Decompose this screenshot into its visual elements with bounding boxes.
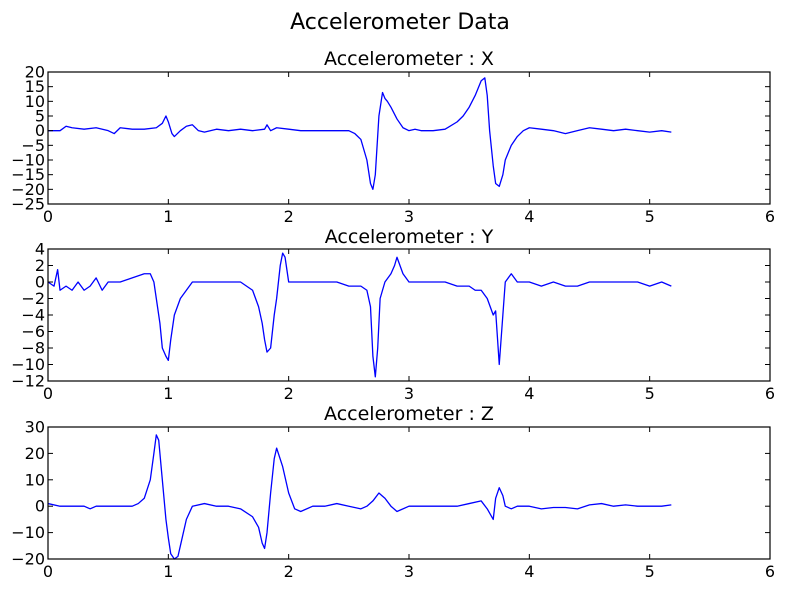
accelerometer-y-x-tick-label: 5 bbox=[645, 384, 655, 403]
accelerometer-x-y-tick-label: −15 bbox=[11, 165, 45, 184]
accelerometer-y-y-tick-label: −8 bbox=[21, 339, 45, 358]
accelerometer-z-x-tick-label: 3 bbox=[404, 562, 414, 581]
accelerometer-z-x-tick-label: 6 bbox=[765, 562, 775, 581]
accelerometer-z-y-tick-label: −10 bbox=[11, 523, 45, 542]
accelerometer-x-x-tick-label: 4 bbox=[524, 207, 534, 226]
accelerometer-y-y-tick-label: −10 bbox=[11, 355, 45, 374]
accelerometer-x-x-tick-label: 0 bbox=[43, 207, 53, 226]
accelerometer-y-y-tick-label: −12 bbox=[11, 372, 45, 391]
accelerometer-y-x-tick-label: 2 bbox=[284, 384, 294, 403]
figure-title: Accelerometer Data bbox=[290, 10, 510, 35]
accelerometer-x-x-tick-label: 5 bbox=[645, 207, 655, 226]
accelerometer-y-y-tick-label: 0 bbox=[35, 273, 45, 292]
accelerometer-y-y-tick-label: −2 bbox=[21, 289, 45, 308]
accelerometer-y-x-tick-label: 3 bbox=[404, 384, 414, 403]
accelerometer-x-x-tick-label: 3 bbox=[404, 207, 414, 226]
accelerometer-x-y-tick-label: −10 bbox=[11, 151, 45, 170]
accelerometer-z-plot-frame bbox=[47, 426, 771, 560]
accelerometer-y-series-line-0 bbox=[47, 252, 672, 378]
accelerometer-y-y-tick-label: 2 bbox=[35, 256, 45, 275]
accelerometer-y-y-tick-label: −6 bbox=[21, 322, 45, 341]
accelerometer-y-panel: Accelerometer : Y 0 1 2 3 4 5 6420−2−4−6−8−10−… bbox=[11, 226, 775, 403]
accelerometer-x-x-tick-label: 6 bbox=[765, 207, 775, 226]
accelerometer-z-y-tick-label: 0 bbox=[35, 497, 45, 516]
accelerometer-z-y-tick-label: 10 bbox=[25, 470, 45, 489]
accelerometer-x-panel: Accelerometer : X 0 1 2 3 4 5 620151050−5−10−1… bbox=[11, 48, 775, 226]
accelerometer-z-y-tick-label: 20 bbox=[25, 444, 45, 463]
accelerometer-y-title: Accelerometer : Y bbox=[325, 226, 494, 248]
accelerometer-y-x-tick-label: 4 bbox=[524, 384, 534, 403]
accelerometer-x-y-tick-label: 5 bbox=[35, 107, 45, 126]
accelerometer-z-panel: Accelerometer : Z 0 1 2 3 4 5 6 30 20 10 0 −10 −20 bbox=[11, 403, 775, 581]
accelerometer-z-y-tick-label: −20 bbox=[11, 550, 45, 569]
accelerometer-y-y-tick-label: −4 bbox=[21, 306, 45, 325]
accelerometer-z-x-tick-label: 0 bbox=[43, 562, 53, 581]
accelerometer-x-y-tick-label: 20 bbox=[25, 63, 45, 82]
accelerometer-y-x-tick-label: 0 bbox=[43, 384, 53, 403]
accelerometer-x-y-tick-label: −5 bbox=[21, 136, 45, 155]
accelerometer-y-x-tick-label: 6 bbox=[765, 384, 775, 403]
accelerometer-x-plot-frame bbox=[47, 71, 771, 205]
accelerometer-x-y-tick-label: 15 bbox=[25, 77, 45, 96]
accelerometer-z-y-tick-label: 30 bbox=[25, 418, 45, 437]
accelerometer-y-y-tick-label: 4 bbox=[35, 240, 45, 259]
accelerometer-z-x-tick-label: 2 bbox=[284, 562, 294, 581]
accelerometer-z-x-tick-label: 4 bbox=[524, 562, 534, 581]
accelerometer-x-y-tick-label: 10 bbox=[25, 92, 45, 111]
accelerometer-z-x-tick-label: 1 bbox=[163, 562, 173, 581]
accelerometer-z-x-tick-label: 5 bbox=[645, 562, 655, 581]
accelerometer-y-plot-frame bbox=[47, 248, 771, 382]
accelerometer-y-x-tick-label: 1 bbox=[163, 384, 173, 403]
accelerometer-x-y-tick-label: 0 bbox=[35, 121, 45, 140]
accelerometer-z-title: Accelerometer : Z bbox=[324, 403, 494, 425]
accelerometer-x-x-tick-label: 2 bbox=[284, 207, 294, 226]
accelerometer-x-y-tick-label: −20 bbox=[11, 180, 45, 199]
accelerometer-x-series-line-0 bbox=[48, 77, 672, 190]
accelerometer-x-x-tick-label: 1 bbox=[163, 207, 173, 226]
accelerometer-z-series-line-0 bbox=[47, 434, 672, 560]
accelerometer-x-title: Accelerometer : X bbox=[324, 48, 494, 70]
accelerometer-x-y-tick-label: −25 bbox=[11, 195, 45, 214]
